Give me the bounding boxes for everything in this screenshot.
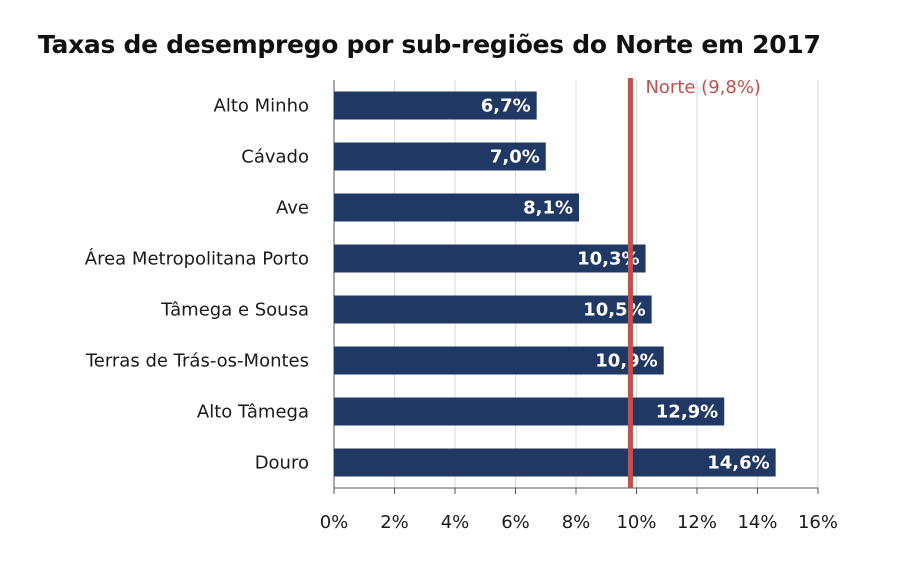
category-label: Ave xyxy=(276,198,309,219)
x-tick-label: 0% xyxy=(320,512,349,533)
x-tick-label: 2% xyxy=(380,512,409,533)
value-label: 10,9% xyxy=(595,351,657,372)
value-label: 7,0% xyxy=(490,147,540,168)
bar xyxy=(334,295,652,324)
x-tick-label: 4% xyxy=(441,512,470,533)
category-label: Alto Tâmega xyxy=(197,402,309,423)
bar xyxy=(334,346,664,375)
bar xyxy=(334,448,776,477)
bar xyxy=(334,193,580,222)
x-tick-label: 12% xyxy=(677,512,717,533)
chart-title: Taxas de desemprego por sub-regiões do N… xyxy=(38,30,821,59)
category-label: Tâmega e Sousa xyxy=(160,300,309,321)
bar xyxy=(334,142,546,171)
reference-line-label: Norte (9,8%) xyxy=(645,77,761,98)
x-tick-label: 10% xyxy=(616,512,656,533)
bar xyxy=(334,244,646,273)
x-tick-label: 16% xyxy=(798,512,838,533)
value-label: 6,7% xyxy=(481,96,531,117)
category-label: Douro xyxy=(255,453,309,474)
category-label: Terras de Trás-os-Montes xyxy=(85,351,309,372)
value-label: 8,1% xyxy=(523,198,573,219)
value-label: 14,6% xyxy=(707,453,769,474)
value-label: 10,3% xyxy=(577,249,639,270)
x-tick-label: 8% xyxy=(562,512,591,533)
value-label: 12,9% xyxy=(656,402,718,423)
category-label: Cávado xyxy=(241,147,309,168)
x-tick-label: 14% xyxy=(737,512,777,533)
bar xyxy=(334,397,725,426)
category-label: Alto Minho xyxy=(214,96,309,117)
category-label: Área Metropolitana Porto xyxy=(85,248,309,270)
value-label: 10,5% xyxy=(583,300,645,321)
bar xyxy=(334,91,537,120)
x-tick-label: 6% xyxy=(501,512,530,533)
